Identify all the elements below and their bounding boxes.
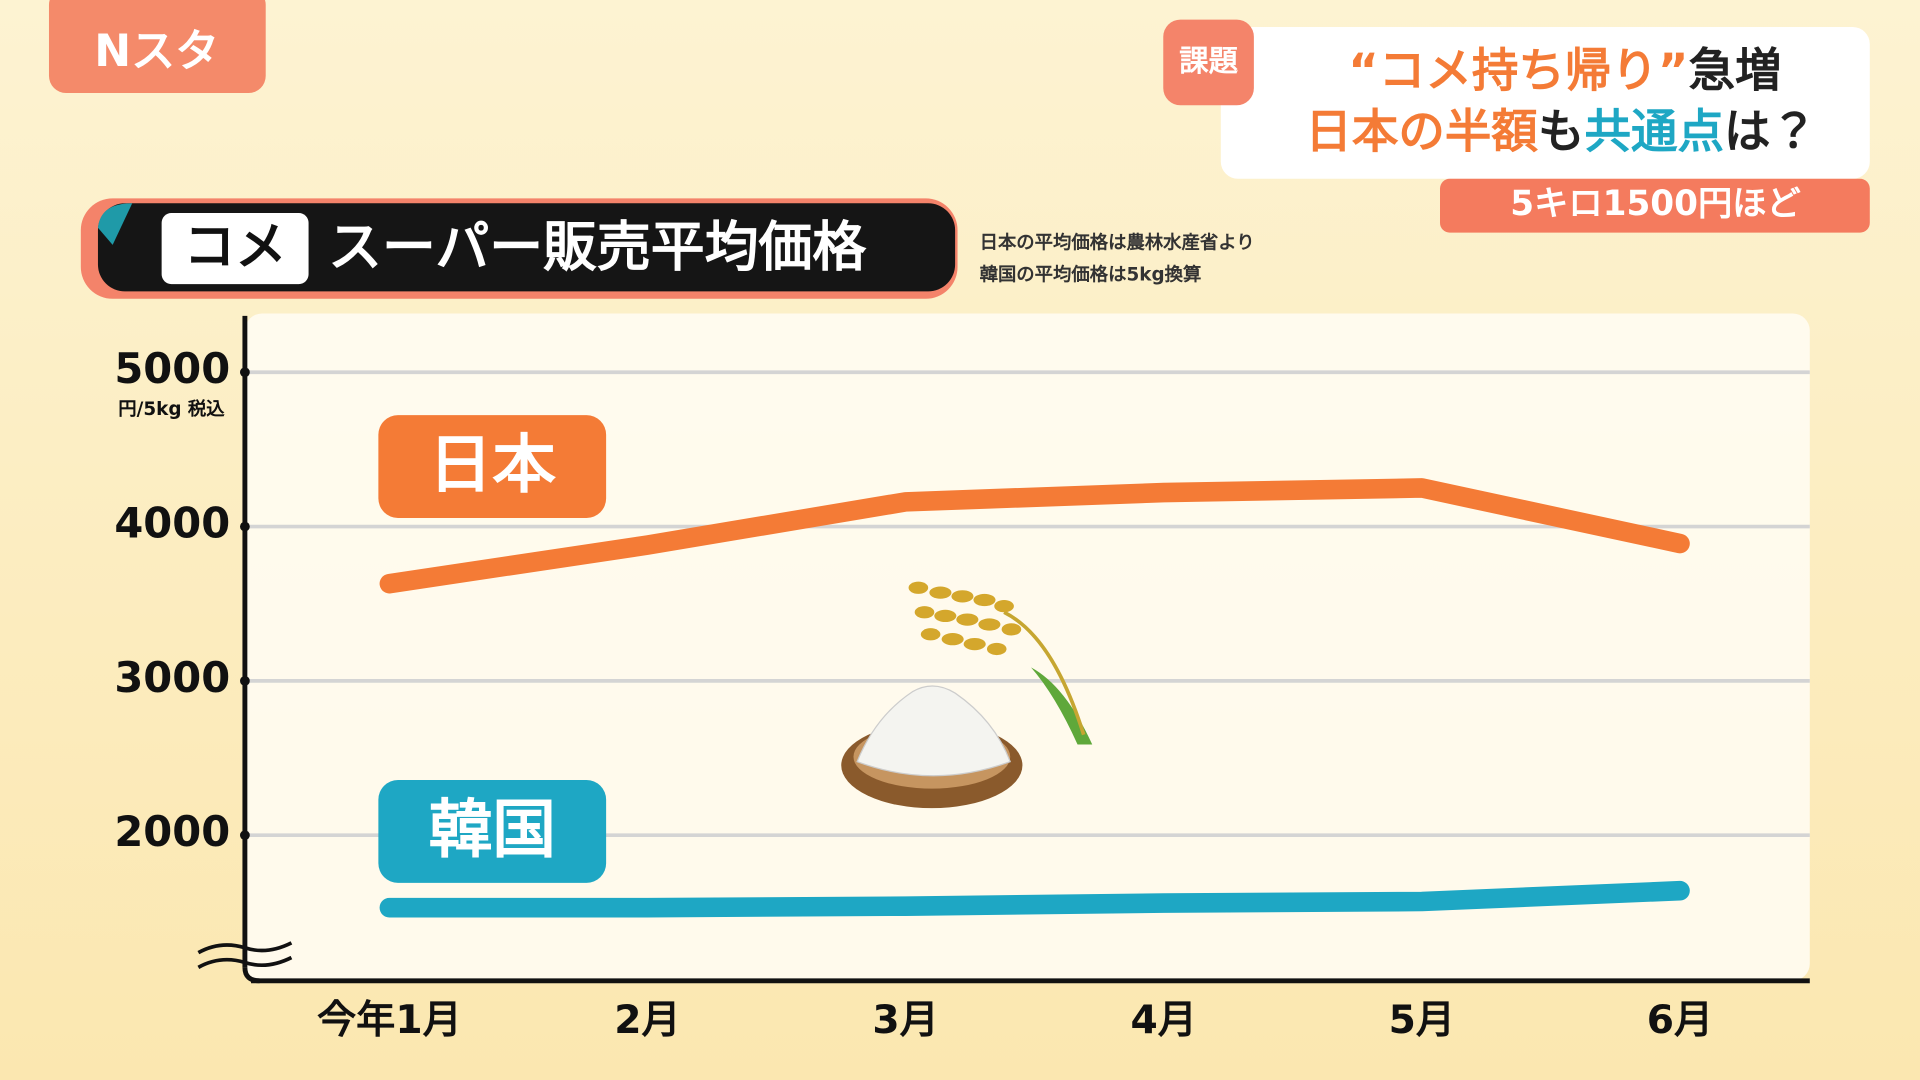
x-tick-label: 3月 bbox=[872, 998, 938, 1043]
headline-part: も bbox=[1538, 104, 1585, 158]
rice-illustration bbox=[841, 581, 1093, 809]
y-tick-label: 2000 bbox=[114, 807, 230, 856]
x-tick-label: 6月 bbox=[1647, 998, 1713, 1043]
note: 韓国の平均価格は5kg換算 bbox=[980, 264, 1202, 286]
title-tag-box bbox=[161, 213, 309, 285]
headline-part: 日本の半額 bbox=[1305, 104, 1538, 158]
legend-box bbox=[378, 415, 607, 518]
subhead-box bbox=[1440, 178, 1870, 233]
title-accent bbox=[97, 203, 133, 245]
headline-part: 急増 bbox=[1688, 43, 1781, 97]
x-tick-label: 4月 bbox=[1131, 998, 1197, 1043]
legend-label: 韓国 bbox=[429, 793, 556, 867]
y-tick-label: 5000 bbox=[114, 344, 230, 393]
title-bar bbox=[97, 203, 956, 292]
title-tag: コメ bbox=[184, 217, 287, 277]
headline-part: “コメ持ち帰り” bbox=[1348, 43, 1688, 97]
headline-part: 共通点 bbox=[1584, 104, 1724, 158]
y-unit: 円/5kg 税込 bbox=[118, 398, 225, 420]
data-line bbox=[379, 478, 1690, 594]
logo-box bbox=[48, 0, 266, 94]
x-tick-label: 2月 bbox=[614, 998, 680, 1043]
y-tick bbox=[240, 521, 250, 532]
data-line bbox=[379, 880, 1690, 918]
x-tick-label: 5月 bbox=[1389, 998, 1455, 1043]
legend-box bbox=[378, 780, 607, 883]
chart-title: スーパー販売平均価格 bbox=[328, 216, 867, 279]
tag-box bbox=[1163, 19, 1254, 106]
axis-break bbox=[197, 941, 293, 969]
headline-line2: 日本の半額も共通点は？ bbox=[1305, 104, 1817, 158]
y-tick-label: 3000 bbox=[114, 653, 230, 702]
x-tick-label: 今年1月 bbox=[317, 998, 462, 1043]
headline-part: は？ bbox=[1724, 104, 1817, 158]
y-tick bbox=[240, 367, 250, 378]
tag: 課題 bbox=[1179, 44, 1238, 78]
y-tick-label: 4000 bbox=[114, 499, 230, 548]
axis-corner bbox=[242, 967, 260, 984]
y-tick bbox=[240, 830, 250, 841]
logo: Nスタ bbox=[94, 26, 219, 77]
note: 日本の平均価格は農林水産省より bbox=[980, 232, 1255, 254]
y-tick bbox=[240, 675, 250, 686]
headline-box bbox=[1220, 26, 1870, 179]
headline-line1: “コメ持ち帰り”急増 bbox=[1348, 43, 1781, 97]
subhead: 5キロ1500円ほど bbox=[1510, 184, 1801, 224]
legend-label: 日本 bbox=[429, 429, 557, 503]
